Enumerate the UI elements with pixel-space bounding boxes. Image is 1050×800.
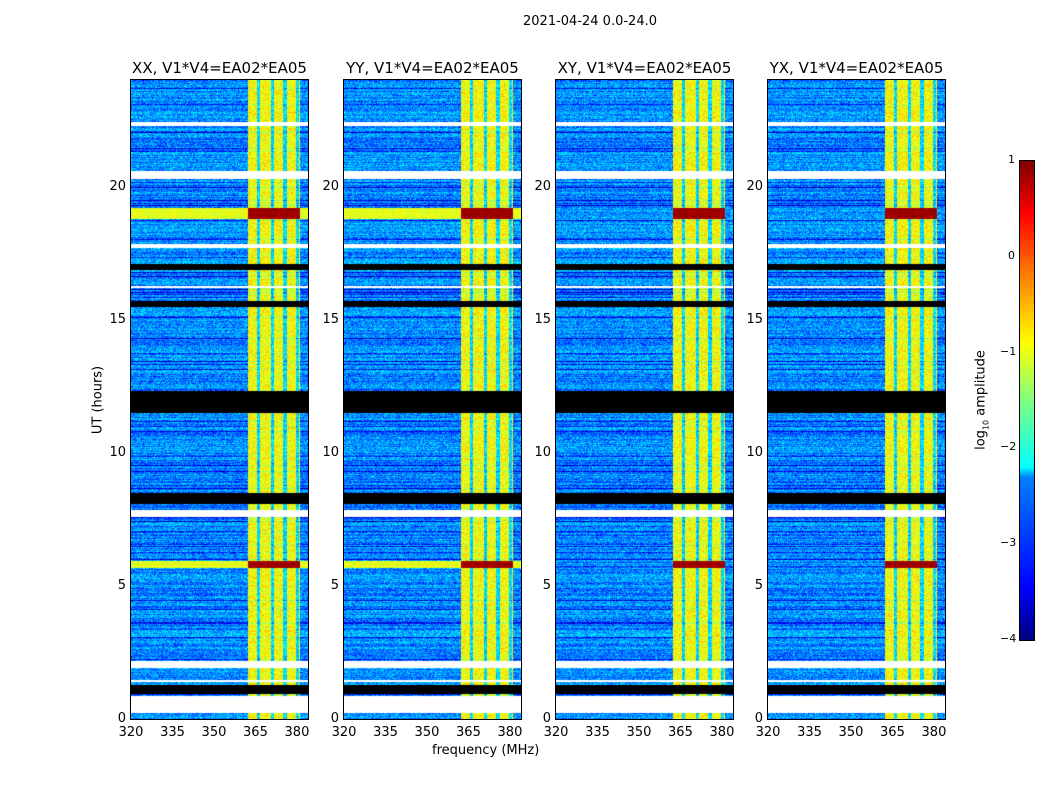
x-tick-label: 335 bbox=[585, 725, 610, 740]
x-tick-label: 350 bbox=[201, 725, 227, 740]
y-tick-label: 5 bbox=[754, 577, 763, 593]
colorbar-tick-label: −3 bbox=[1000, 536, 1017, 550]
y-tick-label: 15 bbox=[322, 311, 339, 327]
panel-title: YX, V1*V4=EA02*EA05 bbox=[769, 59, 944, 77]
x-tick-label: 350 bbox=[626, 725, 652, 740]
x-tick-label: 380 bbox=[284, 725, 310, 740]
heatmap-panel bbox=[767, 79, 946, 720]
y-tick-label: 0 bbox=[330, 711, 339, 726]
y-tick-label: 10 bbox=[534, 444, 551, 460]
panel-title: XY, V1*V4=EA02*EA05 bbox=[557, 59, 732, 77]
x-tick-label: 365 bbox=[668, 725, 693, 740]
x-tick-label: 320 bbox=[331, 725, 357, 740]
colorbar-tick-label: 1 bbox=[1008, 153, 1015, 166]
x-tick-label: 365 bbox=[243, 725, 268, 740]
y-tick-label: 0 bbox=[542, 711, 551, 726]
y-tick-label: 0 bbox=[117, 711, 126, 726]
y-tick-label: 10 bbox=[109, 444, 126, 460]
colorbar-tick-label: −1 bbox=[1000, 344, 1017, 358]
y-tick-label: 5 bbox=[542, 577, 551, 593]
x-tick-label: 335 bbox=[373, 725, 398, 740]
x-tick-label: 350 bbox=[414, 725, 440, 740]
panel-title: XX, V1*V4=EA02*EA05 bbox=[132, 59, 307, 77]
heatmap-panel bbox=[555, 79, 734, 720]
heatmap-panel bbox=[343, 79, 522, 720]
x-tick-label: 380 bbox=[709, 725, 735, 740]
x-tick-label: 335 bbox=[797, 725, 822, 740]
x-tick-label: 320 bbox=[118, 725, 144, 740]
x-tick-label: 320 bbox=[543, 725, 569, 740]
x-tick-label: 320 bbox=[755, 725, 781, 740]
x-tick-label: 350 bbox=[838, 725, 864, 740]
y-tick-label: 5 bbox=[330, 577, 339, 593]
colorbar-label: log10 amplitude bbox=[973, 350, 991, 450]
x-axis-label: frequency (MHz) bbox=[432, 743, 540, 758]
y-tick-label: 20 bbox=[109, 178, 126, 194]
colorbar-tick-label: −2 bbox=[1000, 440, 1017, 454]
y-tick-label: 15 bbox=[746, 311, 763, 327]
y-axis-label: UT (hours) bbox=[90, 365, 106, 435]
x-tick-label: 335 bbox=[160, 725, 185, 740]
y-tick-label: 15 bbox=[109, 311, 126, 327]
y-tick-label: 10 bbox=[746, 444, 763, 460]
y-tick-label: 20 bbox=[322, 178, 339, 194]
x-tick-label: 380 bbox=[921, 725, 947, 740]
y-tick-label: 10 bbox=[322, 444, 339, 460]
colorbar bbox=[1019, 160, 1035, 641]
colorbar-tick-label: 0 bbox=[1008, 248, 1015, 262]
y-tick-label: 20 bbox=[746, 178, 763, 194]
y-tick-label: 20 bbox=[534, 178, 551, 194]
x-tick-label: 380 bbox=[497, 725, 523, 740]
y-tick-label: 0 bbox=[754, 711, 763, 726]
heatmap-panel bbox=[130, 79, 309, 720]
x-tick-label: 365 bbox=[880, 725, 905, 740]
colorbar-tick-label: −4 bbox=[1000, 632, 1017, 645]
y-tick-label: 15 bbox=[534, 311, 551, 327]
x-tick-label: 365 bbox=[456, 725, 481, 740]
figure-title: 2021-04-24 0.0-24.0 bbox=[523, 14, 657, 29]
y-tick-label: 5 bbox=[117, 577, 126, 593]
panel-title: YY, V1*V4=EA02*EA05 bbox=[346, 59, 519, 77]
